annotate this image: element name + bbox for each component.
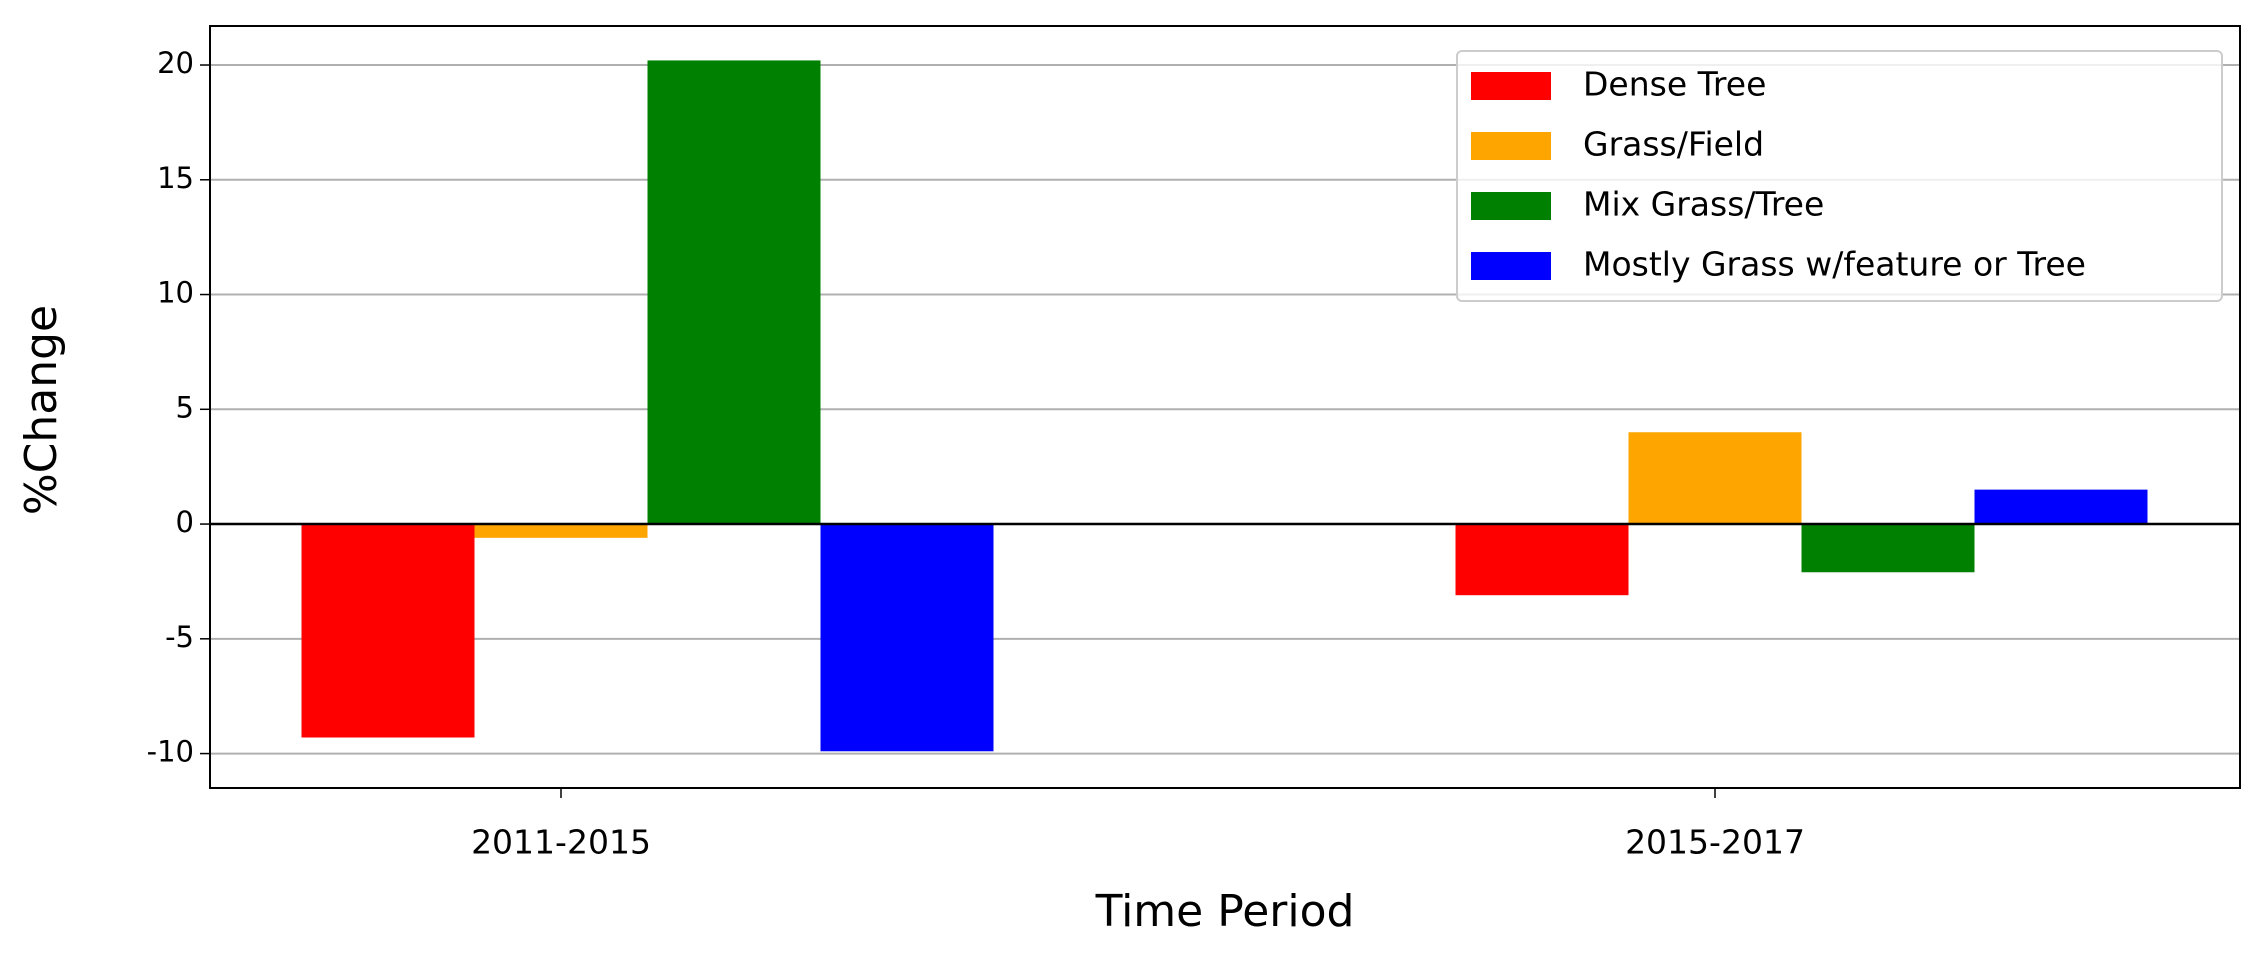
- x-tick-label: 2011-2015: [471, 823, 651, 862]
- bar: [1974, 489, 2148, 525]
- y-tick-label: -10: [147, 735, 194, 769]
- plot-frame: [209, 25, 2241, 789]
- y-tick-label: 10: [157, 276, 194, 310]
- legend-label: Mostly Grass w/feature or Tree: [1583, 245, 2086, 284]
- y-tick-label: 20: [157, 46, 194, 80]
- legend-label: Dense Tree: [1583, 65, 1766, 104]
- bar: [301, 524, 475, 738]
- y-tick-label: -5: [165, 620, 194, 654]
- bar: [1801, 524, 1975, 573]
- bar: [1628, 432, 1802, 525]
- y-tick-label: 0: [176, 505, 194, 539]
- x-tick-label: 2015-2017: [1625, 823, 1805, 862]
- legend-swatch: [1471, 252, 1551, 280]
- y-tick-label: 5: [176, 390, 194, 424]
- y-tick-label: 15: [157, 161, 194, 195]
- legend-swatch: [1471, 192, 1551, 220]
- x-axis-label: Time Period: [1095, 886, 1355, 937]
- y-axis-label: %Change: [16, 305, 67, 515]
- legend: Dense Tree Grass/Field Mix Grass/Tree Mostl…: [1456, 50, 2223, 302]
- legend-swatch: [1471, 132, 1551, 160]
- legend-label: Grass/Field: [1583, 125, 1764, 164]
- bar: [1455, 524, 1629, 596]
- bar: [474, 524, 648, 538]
- legend-swatch: [1471, 72, 1551, 100]
- bar: [647, 60, 821, 525]
- legend-label: Mix Grass/Tree: [1583, 185, 1824, 224]
- legend-frame: [1456, 50, 2223, 302]
- bar: [820, 524, 994, 752]
